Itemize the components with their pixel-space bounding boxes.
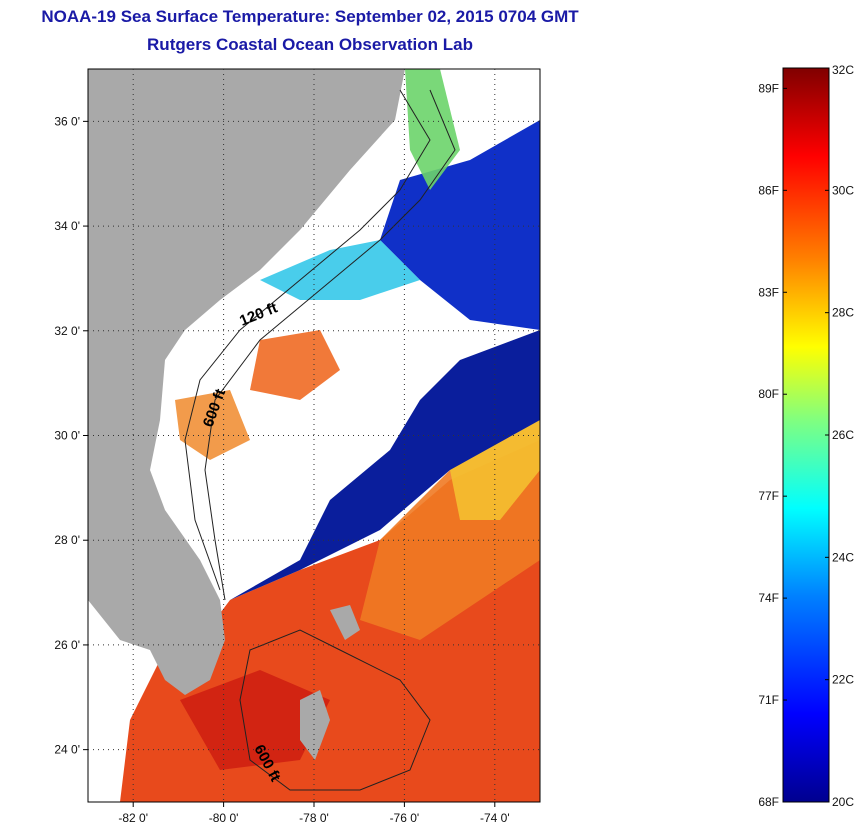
lat-tick-label: 24 0' <box>54 743 80 757</box>
lon-tick-label: -76 0' <box>390 811 420 825</box>
lat-tick-label: 28 0' <box>54 533 80 547</box>
shelf-warm-patch <box>250 330 340 400</box>
celsius-tick-label: 32C <box>832 63 854 77</box>
fahrenheit-tick-label: 89F <box>758 81 779 95</box>
lon-tick-label: -78 0' <box>299 811 329 825</box>
bahamas-island-2 <box>330 605 360 640</box>
lon-tick-label: -80 0' <box>209 811 239 825</box>
lat-tick-label: 26 0' <box>54 638 80 652</box>
map-subtitle: Rutgers Coastal Ocean Observation Lab <box>147 35 473 54</box>
colorbar-fahrenheit-labels: 89F 86F 83F 80F 77F 74F 71F 68F <box>758 81 787 809</box>
fahrenheit-tick-label: 77F <box>758 489 779 503</box>
graticule <box>88 69 540 802</box>
lon-tick-label: -74 0' <box>480 811 510 825</box>
celsius-tick-label: 22C <box>832 673 854 687</box>
fahrenheit-tick-label: 74F <box>758 591 779 605</box>
cyan-water-patch <box>260 240 420 300</box>
fahrenheit-tick-label: 86F <box>758 183 779 197</box>
isobath-120ft <box>184 89 431 591</box>
us-southeast-land <box>88 69 405 695</box>
isobath-600ft <box>204 89 456 601</box>
green-coastal-water <box>405 69 460 190</box>
lat-tick-label: 34 0' <box>54 219 80 233</box>
celsius-tick-label: 26C <box>832 428 854 442</box>
fahrenheit-tick-label: 80F <box>758 387 779 401</box>
shelf-warm-patch-2 <box>175 390 250 460</box>
lat-tick-label: 30 0' <box>54 429 80 443</box>
deep-red-patch <box>180 670 330 770</box>
bahamas-bank-contour <box>239 629 431 791</box>
longitude-axis: -82 0' -80 0' -78 0' -76 0' -74 0' <box>118 802 510 825</box>
celsius-tick-label: 24C <box>832 550 854 564</box>
fahrenheit-tick-label: 71F <box>758 693 779 707</box>
celsius-tick-label: 20C <box>832 795 854 809</box>
lat-tick-label: 36 0' <box>54 114 80 128</box>
celsius-tick-label: 28C <box>832 306 854 320</box>
fahrenheit-tick-label: 83F <box>758 285 779 299</box>
colorbar-celsius-labels: 32C 30C 28C 26C 24C 22C 20C <box>825 63 854 809</box>
cool-water-north <box>380 120 540 330</box>
cool-water-band <box>230 330 540 600</box>
lon-tick-label: -82 0' <box>118 811 148 825</box>
colorbar <box>782 67 830 803</box>
fahrenheit-tick-label: 68F <box>758 795 779 809</box>
celsius-tick-label: 30C <box>832 183 854 197</box>
bahamas-island <box>300 690 330 760</box>
lat-tick-label: 32 0' <box>54 324 80 338</box>
latitude-axis: 36 0' 34 0' 32 0' 30 0' 28 0' 26 0' 24 0' <box>54 114 88 757</box>
map-title: NOAA-19 Sea Surface Temperature: Septemb… <box>41 7 579 26</box>
